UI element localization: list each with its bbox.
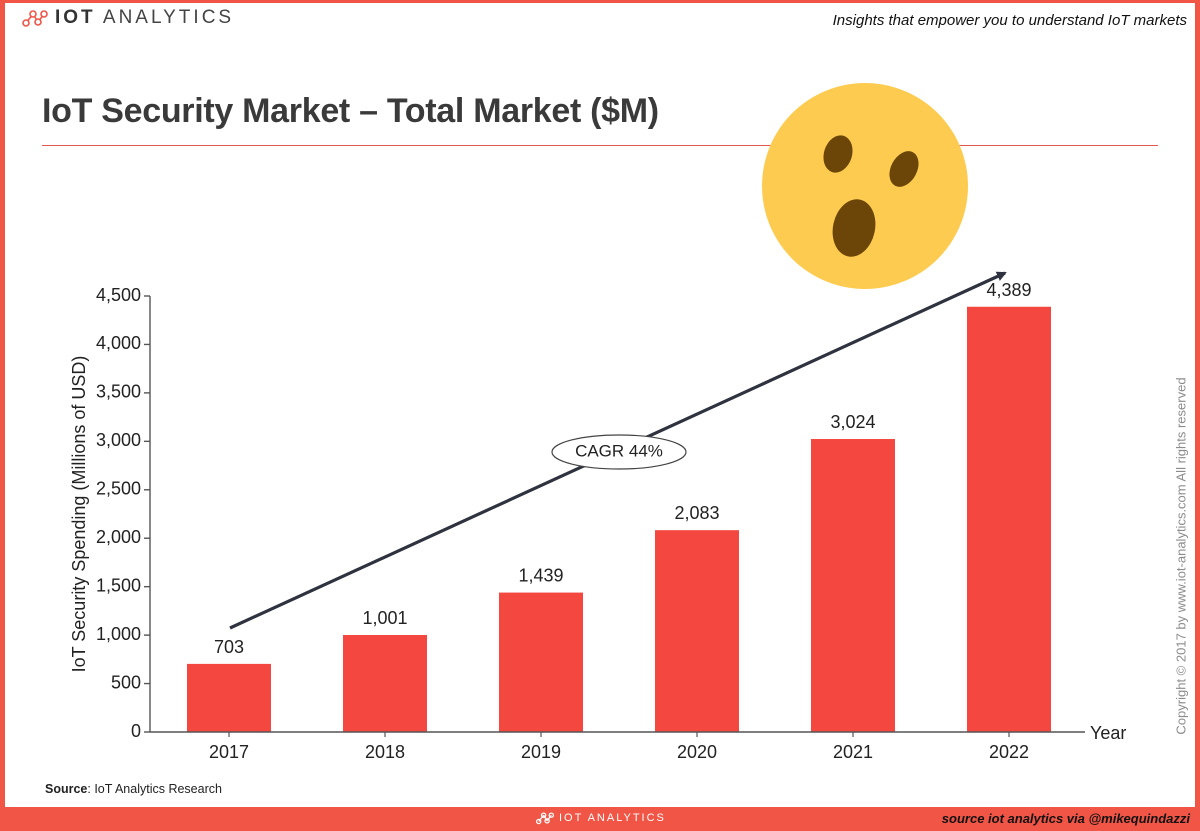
- x-tick-label: 2022: [989, 742, 1029, 762]
- frame-top-border: [0, 0, 1200, 3]
- y-tick-label: 0: [131, 721, 141, 741]
- y-tick-label: 4,000: [96, 333, 141, 353]
- logo-light-text: ANALYTICS: [102, 7, 235, 28]
- source-text: : IoT Analytics Research: [87, 782, 222, 796]
- copyright-notice: Copyright © 2017 by www.iot-analytics.co…: [1173, 377, 1189, 735]
- x-tick-label: 2017: [209, 742, 249, 762]
- bar-value-label: 1,439: [518, 566, 563, 586]
- bar: [187, 663, 271, 732]
- source-note: Source: IoT Analytics Research: [45, 782, 222, 796]
- page-title: IoT Security Market – Total Market ($M): [42, 92, 659, 130]
- title-divider: [42, 145, 1158, 146]
- x-axis-title: Year: [1090, 723, 1126, 743]
- bar-value-label: 3,024: [830, 412, 875, 432]
- cagr-annotation-label: CAGR 44%: [575, 441, 663, 460]
- bar-value-label: 4,389: [986, 280, 1031, 300]
- footer-logo-text: IOT ANALYTICS: [559, 812, 666, 824]
- bar-chart: 0 500 1,000 1,500 2,000 2,500 3,000 3,500 4,000 4…: [69, 271, 1126, 762]
- x-tick-label: 2018: [365, 742, 405, 762]
- bar-value-label: 1,001: [362, 608, 407, 628]
- emoji-mouth: [832, 199, 876, 257]
- bar: [499, 592, 583, 732]
- y-tick-label: 3,000: [96, 430, 141, 450]
- frame-left-border: [0, 0, 5, 831]
- logo-strong-text: IOT: [55, 7, 96, 28]
- bar-value-label: 2,083: [674, 503, 719, 523]
- y-tick-label: 3,500: [96, 382, 141, 402]
- footer-bar: IOT ANALYTICS source iot analytics via @…: [0, 807, 1200, 831]
- emoji-left-eye: [823, 135, 853, 173]
- iot-analytics-logo: IOT ANALYTICS: [21, 7, 234, 29]
- footer-network-nodes-icon: [535, 812, 555, 825]
- y-tick-label: 500: [111, 672, 141, 692]
- bar: [811, 439, 895, 732]
- x-tick-label: 2019: [521, 742, 561, 762]
- bar: [655, 530, 739, 732]
- x-tick-label: 2020: [677, 742, 717, 762]
- y-tick-label: 2,000: [96, 527, 141, 547]
- bar: [967, 306, 1051, 732]
- footer-logo: IOT ANALYTICS: [535, 811, 666, 825]
- source-label: Source: [45, 782, 88, 796]
- network-nodes-icon: [22, 10, 48, 27]
- y-tick-label: 1,000: [96, 624, 141, 644]
- emoji-right-eye: [889, 151, 919, 187]
- footer-credit: source iot analytics via @mikequindazzi: [941, 811, 1190, 826]
- y-tick-label: 2,500: [96, 479, 141, 499]
- tagline: Insights that empower you to understand …: [832, 12, 1187, 29]
- astonished-face-icon: [762, 83, 968, 289]
- x-tick-label: 2021: [833, 742, 873, 762]
- header: IOT ANALYTICS Insights that empower you …: [5, 3, 1195, 37]
- y-tick-label: 4,500: [96, 285, 141, 305]
- bar-value-label: 703: [214, 637, 244, 657]
- y-tick-label: 1,500: [96, 575, 141, 595]
- cagr-annotation-ellipse: [551, 434, 687, 470]
- logo-text: IOT ANALYTICS: [55, 7, 234, 29]
- emoji-face: [762, 83, 968, 289]
- y-axis-title: IoT Security Spending (Millions of USD): [69, 356, 89, 673]
- bar: [343, 635, 427, 732]
- frame-right-border: [1195, 0, 1200, 831]
